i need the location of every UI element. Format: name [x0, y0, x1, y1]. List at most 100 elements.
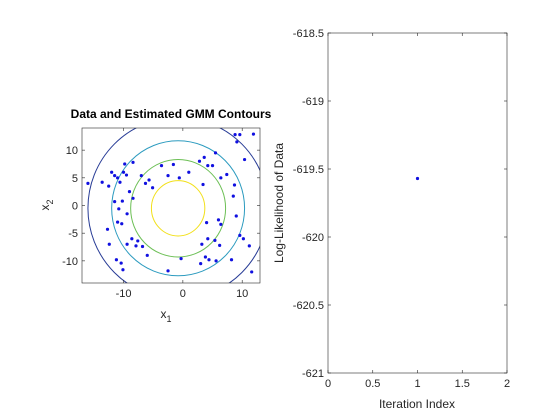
- data-point: [218, 243, 222, 247]
- data-point: [147, 178, 151, 182]
- left-x-tick-label: 10: [236, 288, 248, 300]
- left-y-tick-label: 10: [66, 145, 78, 157]
- left-plot-area: [82, 128, 260, 283]
- left-y-tick-label: -10: [62, 256, 78, 268]
- data-point: [229, 258, 234, 262]
- right-ticks: 0 0.5 1 1.5 2 -621 -620.5 -620 -619.5 -619 -618.5: [293, 28, 510, 390]
- data-point: [121, 170, 126, 174]
- data-point: [219, 222, 223, 226]
- data-point: [214, 259, 218, 263]
- data-point: [116, 176, 120, 180]
- data-point: [241, 237, 245, 241]
- log-likelihood-point: [415, 176, 420, 181]
- right-x-tick-label: 1.5: [455, 378, 470, 390]
- right-scatter-group: [415, 176, 420, 181]
- left-y-tick-label: -5: [68, 228, 78, 240]
- data-point: [123, 162, 127, 166]
- data-point: [100, 180, 104, 184]
- data-point: [203, 255, 208, 259]
- left-y-tick-label: 0: [72, 201, 78, 213]
- data-point: [187, 170, 191, 174]
- data-point: [166, 269, 170, 273]
- right-y-tick-label: -620.5: [293, 300, 324, 312]
- left-y-tick-label: 5: [72, 173, 78, 185]
- gmm-contour: [150, 180, 206, 237]
- data-point: [130, 237, 134, 241]
- data-point: [199, 262, 203, 266]
- data-point: [134, 244, 138, 248]
- data-point: [210, 164, 215, 168]
- data-point: [207, 258, 211, 262]
- right-y-tick-label: -621: [302, 368, 324, 380]
- right-x-tick-label: 0.5: [365, 378, 380, 390]
- right-y-tick-label: -618.5: [293, 28, 324, 40]
- data-point: [242, 157, 247, 162]
- data-point: [200, 242, 204, 246]
- data-point: [117, 207, 121, 211]
- data-point: [232, 183, 237, 187]
- data-point: [140, 244, 145, 249]
- data-point: [120, 222, 124, 226]
- right-x-tick-label: 0: [325, 378, 331, 390]
- right-plot-area: [328, 33, 507, 373]
- data-point: [213, 238, 217, 242]
- data-point: [238, 233, 242, 237]
- right-y-tick-label: -619: [302, 96, 324, 108]
- data-point: [121, 268, 125, 272]
- data-point: [145, 253, 149, 257]
- data-point: [231, 194, 235, 198]
- data-point: [225, 172, 229, 177]
- right-x-axis-label: Iteration Index: [379, 397, 455, 411]
- data-point: [105, 227, 110, 231]
- data-point: [107, 242, 111, 246]
- right-y-axis-label: Log-Likelihood of Data: [272, 143, 286, 263]
- gmm-contour: [111, 140, 246, 277]
- left-x-tick-label: -10: [116, 288, 132, 300]
- data-point: [124, 173, 129, 177]
- data-point: [113, 200, 117, 204]
- right-x-tick-label: 1: [414, 378, 420, 390]
- data-point: [159, 164, 164, 168]
- data-point: [177, 176, 181, 180]
- data-point: [110, 170, 114, 174]
- data-point: [216, 218, 221, 222]
- data-point: [235, 140, 239, 144]
- left-ticks: -10 0 10 -10 -5 0 5 10: [62, 128, 260, 300]
- data-point: [127, 190, 132, 194]
- data-point: [206, 164, 210, 168]
- data-point: [118, 180, 122, 184]
- data-point: [219, 176, 223, 180]
- data-point: [202, 155, 206, 159]
- data-point: [233, 133, 237, 137]
- data-point: [201, 182, 205, 187]
- data-point: [234, 214, 238, 218]
- data-point: [131, 196, 135, 200]
- data-point: [205, 221, 209, 225]
- data-point: [166, 174, 170, 178]
- data-point: [119, 261, 123, 265]
- data-point: [238, 133, 242, 137]
- gmm-contour-plot: -10 0 10 -10 -5 0 5 10 Data and Estimated GMM C…: [38, 107, 272, 324]
- data-point: [171, 162, 175, 167]
- gmm-contour: [87, 128, 260, 283]
- left-x-axis-label: x1: [160, 307, 171, 324]
- right-y-tick-label: -620: [302, 232, 324, 244]
- data-point: [125, 242, 129, 246]
- data-point: [86, 181, 90, 185]
- data-point: [120, 199, 124, 203]
- data-point: [125, 212, 129, 216]
- left-y-axis-label: x2: [38, 199, 55, 210]
- left-x-tick-label: 0: [180, 288, 186, 300]
- data-point: [247, 244, 251, 248]
- data-point: [136, 239, 140, 243]
- data-point: [151, 186, 155, 190]
- data-point: [206, 237, 210, 241]
- data-point: [251, 132, 256, 136]
- log-likelihood-plot: 0 0.5 1 1.5 2-621-620.5-620-619.5-619-618.5 …: [272, 28, 510, 411]
- gmm-contour: [130, 159, 227, 258]
- data-point: [250, 270, 254, 274]
- data-point: [197, 159, 202, 163]
- data-point: [143, 181, 148, 185]
- contour-group: [87, 128, 260, 283]
